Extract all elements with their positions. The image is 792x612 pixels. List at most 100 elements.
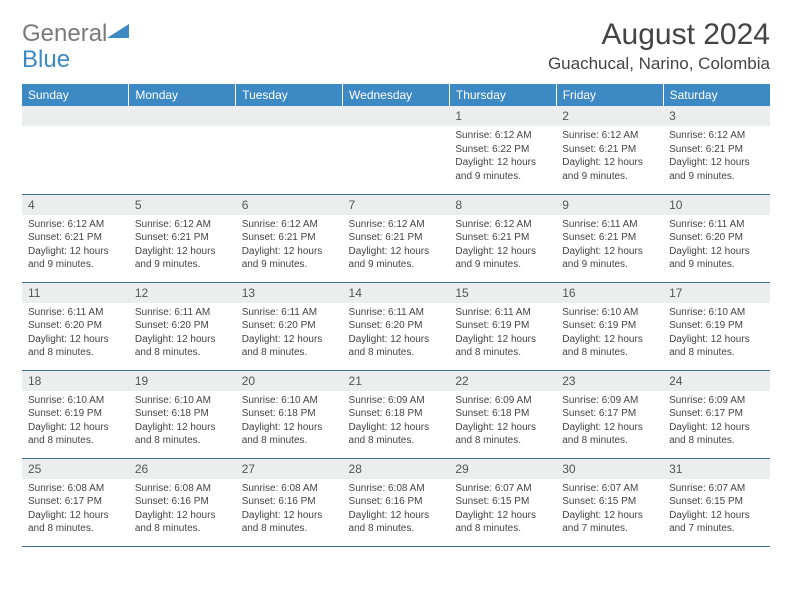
day-details: Sunrise: 6:12 AMSunset: 6:21 PMDaylight:… (663, 126, 770, 187)
day-number: 12 (129, 283, 236, 303)
daylight-line: Daylight: 12 hours and 8 minutes. (135, 509, 230, 536)
daylight-line: Daylight: 12 hours and 9 minutes. (562, 245, 657, 272)
sunrise-line: Sunrise: 6:11 AM (135, 306, 230, 320)
weekday-header: Saturday (663, 84, 770, 106)
day-details: Sunrise: 6:07 AMSunset: 6:15 PMDaylight:… (663, 479, 770, 540)
calendar-day-cell: 6Sunrise: 6:12 AMSunset: 6:21 PMDaylight… (236, 194, 343, 282)
day-number: 26 (129, 459, 236, 479)
day-number (343, 106, 450, 126)
header: General Blue August 2024 Guachucal, Nari… (22, 18, 770, 74)
calendar-day-cell: 17Sunrise: 6:10 AMSunset: 6:19 PMDayligh… (663, 282, 770, 370)
daylight-line: Daylight: 12 hours and 8 minutes. (242, 421, 337, 448)
sunrise-line: Sunrise: 6:09 AM (349, 394, 444, 408)
daylight-line: Daylight: 12 hours and 8 minutes. (455, 333, 550, 360)
day-details: Sunrise: 6:10 AMSunset: 6:18 PMDaylight:… (129, 391, 236, 452)
daylight-line: Daylight: 12 hours and 8 minutes. (28, 333, 123, 360)
sunrise-line: Sunrise: 6:07 AM (455, 482, 550, 496)
day-details: Sunrise: 6:10 AMSunset: 6:19 PMDaylight:… (22, 391, 129, 452)
sunrise-line: Sunrise: 6:11 AM (669, 218, 764, 232)
day-number: 4 (22, 195, 129, 215)
day-number: 2 (556, 106, 663, 126)
day-number: 28 (343, 459, 450, 479)
day-number: 27 (236, 459, 343, 479)
logo-text-gray: General (22, 20, 107, 47)
sunrise-line: Sunrise: 6:12 AM (349, 218, 444, 232)
calendar-day-cell: 28Sunrise: 6:08 AMSunset: 6:16 PMDayligh… (343, 458, 450, 546)
calendar-day-cell: 24Sunrise: 6:09 AMSunset: 6:17 PMDayligh… (663, 370, 770, 458)
day-details: Sunrise: 6:11 AMSunset: 6:19 PMDaylight:… (449, 303, 556, 364)
sunrise-line: Sunrise: 6:07 AM (669, 482, 764, 496)
weekday-header: Sunday (22, 84, 129, 106)
daylight-line: Daylight: 12 hours and 8 minutes. (562, 421, 657, 448)
day-details: Sunrise: 6:11 AMSunset: 6:21 PMDaylight:… (556, 215, 663, 276)
daylight-line: Daylight: 12 hours and 9 minutes. (669, 245, 764, 272)
day-number: 23 (556, 371, 663, 391)
sunrise-line: Sunrise: 6:11 AM (242, 306, 337, 320)
day-number: 30 (556, 459, 663, 479)
daylight-line: Daylight: 12 hours and 9 minutes. (669, 156, 764, 183)
day-number: 19 (129, 371, 236, 391)
day-details: Sunrise: 6:11 AMSunset: 6:20 PMDaylight:… (343, 303, 450, 364)
daylight-line: Daylight: 12 hours and 9 minutes. (135, 245, 230, 272)
day-details: Sunrise: 6:10 AMSunset: 6:19 PMDaylight:… (556, 303, 663, 364)
calendar-day-cell: 29Sunrise: 6:07 AMSunset: 6:15 PMDayligh… (449, 458, 556, 546)
day-number (22, 106, 129, 126)
sunset-line: Sunset: 6:15 PM (455, 495, 550, 509)
calendar-day-cell: 30Sunrise: 6:07 AMSunset: 6:15 PMDayligh… (556, 458, 663, 546)
calendar-day-cell: 26Sunrise: 6:08 AMSunset: 6:16 PMDayligh… (129, 458, 236, 546)
logo-text-group: General Blue (22, 22, 129, 74)
day-number: 15 (449, 283, 556, 303)
sunset-line: Sunset: 6:21 PM (562, 143, 657, 157)
sunrise-line: Sunrise: 6:12 AM (455, 129, 550, 143)
sunrise-line: Sunrise: 6:12 AM (242, 218, 337, 232)
daylight-line: Daylight: 12 hours and 8 minutes. (669, 333, 764, 360)
sunset-line: Sunset: 6:21 PM (242, 231, 337, 245)
day-number: 25 (22, 459, 129, 479)
daylight-line: Daylight: 12 hours and 8 minutes. (135, 421, 230, 448)
sunset-line: Sunset: 6:15 PM (562, 495, 657, 509)
calendar-day-cell: 11Sunrise: 6:11 AMSunset: 6:20 PMDayligh… (22, 282, 129, 370)
day-number: 20 (236, 371, 343, 391)
daylight-line: Daylight: 12 hours and 8 minutes. (455, 421, 550, 448)
sunrise-line: Sunrise: 6:12 AM (28, 218, 123, 232)
sunrise-line: Sunrise: 6:12 AM (669, 129, 764, 143)
day-details: Sunrise: 6:09 AMSunset: 6:17 PMDaylight:… (556, 391, 663, 452)
day-details: Sunrise: 6:11 AMSunset: 6:20 PMDaylight:… (129, 303, 236, 364)
sunset-line: Sunset: 6:20 PM (242, 319, 337, 333)
calendar-week-row: 11Sunrise: 6:11 AMSunset: 6:20 PMDayligh… (22, 282, 770, 370)
logo: General Blue (22, 18, 129, 74)
day-number (236, 106, 343, 126)
sunrise-line: Sunrise: 6:08 AM (28, 482, 123, 496)
sunset-line: Sunset: 6:21 PM (669, 143, 764, 157)
calendar-header-row: SundayMondayTuesdayWednesdayThursdayFrid… (22, 84, 770, 106)
sunrise-line: Sunrise: 6:11 AM (562, 218, 657, 232)
sunset-line: Sunset: 6:21 PM (562, 231, 657, 245)
calendar-day-cell: 31Sunrise: 6:07 AMSunset: 6:15 PMDayligh… (663, 458, 770, 546)
sunset-line: Sunset: 6:17 PM (562, 407, 657, 421)
month-title: August 2024 (548, 18, 770, 52)
daylight-line: Daylight: 12 hours and 8 minutes. (28, 509, 123, 536)
day-details: Sunrise: 6:11 AMSunset: 6:20 PMDaylight:… (663, 215, 770, 276)
day-number: 9 (556, 195, 663, 215)
daylight-line: Daylight: 12 hours and 8 minutes. (349, 333, 444, 360)
day-number: 29 (449, 459, 556, 479)
sunset-line: Sunset: 6:21 PM (455, 231, 550, 245)
daylight-line: Daylight: 12 hours and 8 minutes. (455, 509, 550, 536)
day-details: Sunrise: 6:12 AMSunset: 6:21 PMDaylight:… (343, 215, 450, 276)
sunset-line: Sunset: 6:21 PM (349, 231, 444, 245)
sunrise-line: Sunrise: 6:11 AM (455, 306, 550, 320)
calendar-day-cell: 7Sunrise: 6:12 AMSunset: 6:21 PMDaylight… (343, 194, 450, 282)
day-details: Sunrise: 6:07 AMSunset: 6:15 PMDaylight:… (449, 479, 556, 540)
calendar-week-row: 25Sunrise: 6:08 AMSunset: 6:17 PMDayligh… (22, 458, 770, 546)
day-number: 10 (663, 195, 770, 215)
day-details: Sunrise: 6:12 AMSunset: 6:21 PMDaylight:… (236, 215, 343, 276)
day-details: Sunrise: 6:12 AMSunset: 6:21 PMDaylight:… (449, 215, 556, 276)
sunrise-line: Sunrise: 6:12 AM (135, 218, 230, 232)
sunset-line: Sunset: 6:22 PM (455, 143, 550, 157)
calendar-day-cell (343, 106, 450, 194)
daylight-line: Daylight: 12 hours and 9 minutes. (28, 245, 123, 272)
logo-triangle-icon (107, 22, 129, 40)
title-block: August 2024 Guachucal, Narino, Colombia (548, 18, 770, 74)
day-details: Sunrise: 6:12 AMSunset: 6:21 PMDaylight:… (22, 215, 129, 276)
sunrise-line: Sunrise: 6:08 AM (242, 482, 337, 496)
